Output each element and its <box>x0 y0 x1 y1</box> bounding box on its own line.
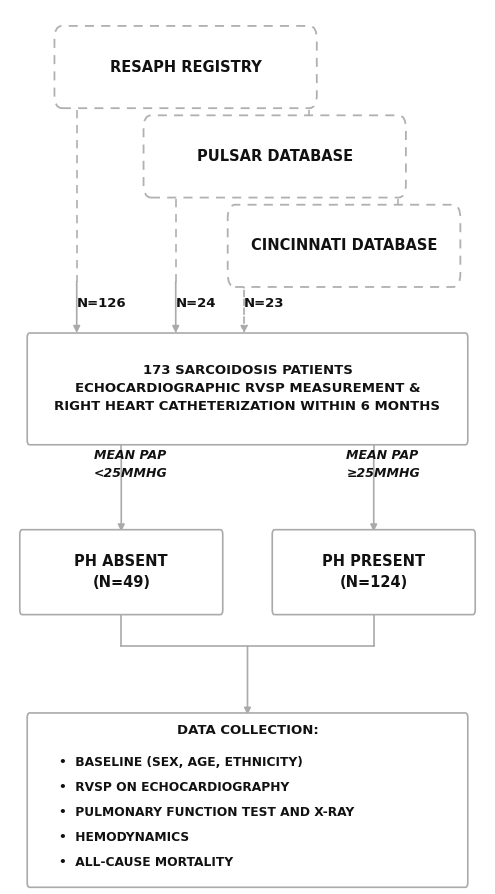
Text: N=126: N=126 <box>77 298 126 310</box>
FancyBboxPatch shape <box>54 26 317 108</box>
Text: •  ALL-CAUSE MORTALITY: • ALL-CAUSE MORTALITY <box>59 856 234 869</box>
FancyBboxPatch shape <box>272 529 475 615</box>
Text: CINCINNATI DATABASE: CINCINNATI DATABASE <box>251 239 437 253</box>
Text: •  PULMONARY FUNCTION TEST AND X-RAY: • PULMONARY FUNCTION TEST AND X-RAY <box>59 805 354 819</box>
Text: •  HEMODYNAMICS: • HEMODYNAMICS <box>59 831 190 844</box>
FancyBboxPatch shape <box>144 115 406 198</box>
Text: PULSAR DATABASE: PULSAR DATABASE <box>197 149 353 164</box>
Text: MEAN PAP
<25MMHG: MEAN PAP <25MMHG <box>94 450 168 480</box>
Text: PH ABSENT
(N=49): PH ABSENT (N=49) <box>74 554 168 590</box>
Text: DATA COLLECTION:: DATA COLLECTION: <box>177 724 318 738</box>
FancyBboxPatch shape <box>20 529 223 615</box>
Text: PH PRESENT
(N=124): PH PRESENT (N=124) <box>322 554 425 590</box>
Text: 173 SARCOIDOSIS PATIENTS
ECHOCARDIOGRAPHIC RVSP MEASUREMENT &
RIGHT HEART CATHET: 173 SARCOIDOSIS PATIENTS ECHOCARDIOGRAPH… <box>54 365 441 413</box>
Text: RESAPH REGISTRY: RESAPH REGISTRY <box>110 60 261 74</box>
FancyBboxPatch shape <box>27 713 468 887</box>
FancyBboxPatch shape <box>27 333 468 445</box>
Text: •  BASELINE (SEX, AGE, ETHNICITY): • BASELINE (SEX, AGE, ETHNICITY) <box>59 755 303 769</box>
Text: N=24: N=24 <box>176 298 216 310</box>
Text: MEAN PAP
≥25MMHG: MEAN PAP ≥25MMHG <box>346 450 420 480</box>
FancyBboxPatch shape <box>228 205 460 287</box>
Text: •  RVSP ON ECHOCARDIOGRAPHY: • RVSP ON ECHOCARDIOGRAPHY <box>59 780 290 794</box>
Text: N=23: N=23 <box>244 298 285 310</box>
